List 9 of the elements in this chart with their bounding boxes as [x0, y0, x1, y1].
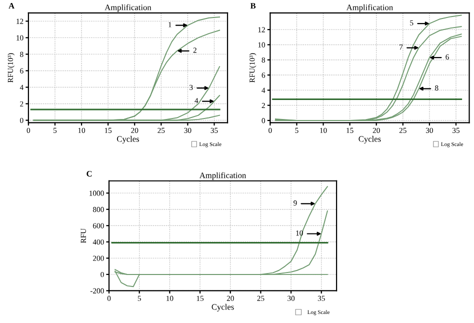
chart-title: Amplification	[346, 4, 393, 12]
x-axis-title: Cycles	[116, 136, 140, 144]
x-axis-title: Cycles	[358, 136, 381, 144]
chart-title: Amplification	[104, 4, 152, 12]
text: A	[8, 3, 14, 9]
chart-title: Amplification	[199, 172, 246, 180]
text: B	[250, 3, 256, 9]
text: C	[86, 170, 92, 177]
x-axis-title: Cycles	[212, 304, 234, 312]
